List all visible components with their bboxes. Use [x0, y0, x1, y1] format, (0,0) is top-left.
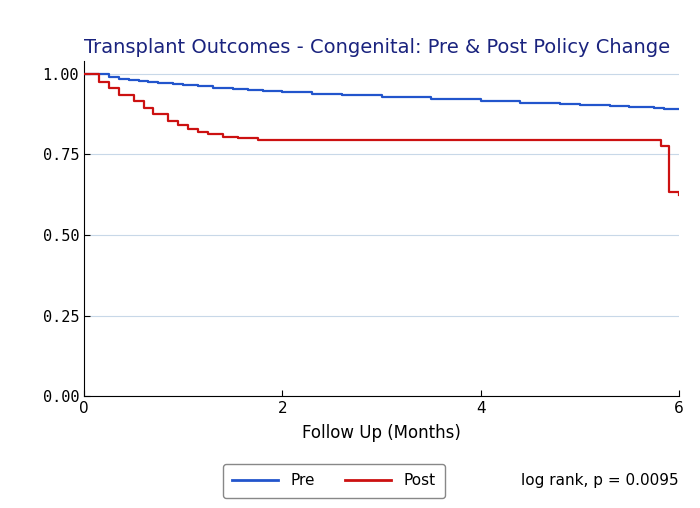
X-axis label: Follow Up (Months): Follow Up (Months) — [302, 425, 461, 442]
Legend: Pre, Post: Pre, Post — [223, 464, 444, 497]
Text: log rank, p = 0.0095: log rank, p = 0.0095 — [522, 472, 679, 488]
Text: Transplant Outcomes - Congenital: Pre & Post Policy Change: Transplant Outcomes - Congenital: Pre & … — [84, 38, 670, 56]
